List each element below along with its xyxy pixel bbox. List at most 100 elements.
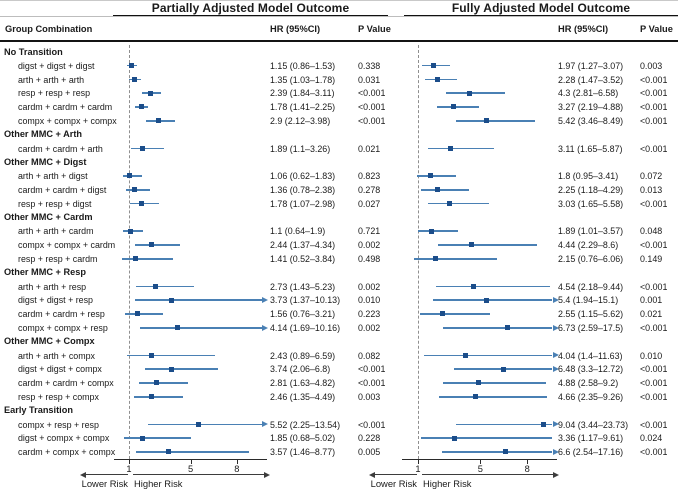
hr-point-marker [435,187,440,193]
ci-overflow-arrow-icon [552,324,559,331]
x-axis-tick-label: 5 [477,464,483,474]
hr-ci-value: 3.03 (1.65–5.58) [558,198,624,209]
hr-ci-value: 1.97 (1.27–3.07) [558,60,624,71]
hr-point-marker [470,283,476,289]
ci-line [414,258,497,260]
hr-ci-value: 3.36 (1.17–9.61) [558,433,624,444]
hr-point-marker [139,435,145,441]
hr-ci-value: 1.36 (0.78–2.38) [270,185,336,195]
p-value: <0.001 [640,364,668,375]
ci-line [432,299,553,302]
p-value: 0.031 [358,74,381,85]
hr-ci-value: 1.15 (0.86–1.53) [270,60,336,71]
p-value: <0.001 [358,88,386,99]
forest-row: digst + digst + digst 1.15 (0.86–1.53) 0.3… [0,59,678,73]
hr-point-marker [138,104,144,110]
x-axis [402,459,557,460]
hr-point-marker [135,311,141,317]
column-header-pvalue-left: P Value [358,24,391,34]
p-value: 0.001 [640,295,663,306]
p-value: 0.228 [358,433,381,444]
hr-point-marker [502,449,508,455]
group-combination-label: cardm + cardm + resp [18,309,105,320]
p-value: 0.223 [358,309,381,320]
hr-point-marker [154,380,160,386]
section-header-row: Other MMC + Cardm [0,211,678,225]
p-value: <0.001 [640,323,668,333]
group-combination-label: arth + arth + compx [18,350,95,361]
lower-risk-label-right-panel: Lower Risk [370,478,417,489]
section-label: Other MMC + Arth [4,129,83,140]
ci-line [134,244,181,246]
p-value: <0.001 [358,419,386,430]
hr-point-marker [196,421,202,427]
hr-point-marker [466,90,472,96]
p-value: <0.001 [640,281,668,292]
group-combination-label: digst + compx + compx [18,433,110,444]
hr-point-marker [174,325,180,331]
p-value: <0.001 [640,198,668,209]
forest-row: cardm + cardm + digst 1.36 (0.78–2.38) 0.2… [0,183,678,197]
x-axis [114,459,267,460]
group-combination-label: digst + digst + compx [18,364,102,375]
p-value: 0.005 [358,447,381,458]
group-combination-label: cardm + cardm + cardm [18,102,113,113]
ci-line [420,313,491,315]
p-value: 0.002 [358,323,381,333]
hr-point-marker [469,242,475,248]
section-label: No Transition [4,46,63,57]
hr-ci-value: 1.1 (0.64–1.9) [270,226,326,237]
ci-line [139,327,262,329]
hr-point-marker [128,63,134,69]
p-value: 0.721 [358,226,381,237]
p-value: <0.001 [640,88,668,99]
ci-line [123,175,142,177]
hr-point-marker [148,394,154,400]
forest-row: cardm + cardm + resp 1.56 (0.76–3.21) 0.22… [0,307,678,321]
p-value: 0.013 [640,185,663,195]
ci-overflow-arrow-icon [552,297,559,304]
ci-line [420,189,470,191]
group-combination-label: resp + resp + cardm [18,254,98,264]
p-value: <0.001 [358,116,386,126]
p-value: 0.048 [640,226,663,237]
ci-line [439,396,547,398]
hr-point-marker [472,394,478,400]
hr-point-marker [155,118,161,124]
panel-title-partially: Partially Adjusted Model Outcome [113,1,388,17]
ci-line [123,230,143,233]
higher-risk-arrowhead-icon [553,471,559,478]
p-value: 0.072 [640,171,663,182]
hr-ci-value: 4.04 (1.4–11.63) [558,350,623,361]
hr-point-marker [166,449,172,455]
hr-point-marker [127,173,133,179]
forest-row: compx + compx + resp 4.14 (1.69–10.16) 0.0… [0,321,678,335]
p-value: <0.001 [640,240,668,251]
forest-row: arth + arth + resp 2.73 (1.43–5.23) 0.002 4… [0,280,678,294]
hr-point-marker [476,380,482,386]
ci-overflow-arrow-icon [552,352,559,359]
section-label: Other MMC + Cardm [4,212,93,223]
p-value: 0.278 [358,185,381,195]
forest-row: cardm + compx + compx 3.57 (1.46–8.77) 0.0… [0,445,678,459]
column-header-hr-left: HR (95%CI) [270,24,321,34]
hr-ci-value: 2.55 (1.15–5.62) [558,309,624,320]
hr-ci-value: 6.73 (2.59–17.5) [558,323,624,333]
lower-risk-arrow-line-right-panel [375,474,417,475]
ci-line [428,202,490,205]
p-value: <0.001 [640,74,668,85]
forest-row: arth + arth + cardm 1.1 (0.64–1.9) 0.721 1.… [0,224,678,238]
ci-overflow-arrow-icon [552,421,559,428]
hr-ci-value: 1.06 (0.62–1.83) [270,171,336,182]
ci-line [134,396,183,398]
p-value: 0.002 [358,281,381,292]
forest-row: cardm + cardm + compx 2.81 (1.63–4.82) <0.… [0,376,678,390]
hr-ci-value: 3.27 (2.19–4.88) [558,102,624,113]
ci-line [446,92,506,95]
group-combination-label: digst + digst + resp [18,295,93,306]
hr-ci-value: 1.85 (0.68–5.02) [270,433,336,444]
hr-point-marker [168,297,174,303]
forest-row: arth + arth + compx 2.43 (0.89–6.59) 0.082… [0,349,678,363]
p-value: 0.149 [640,254,663,264]
ci-line [125,313,164,315]
